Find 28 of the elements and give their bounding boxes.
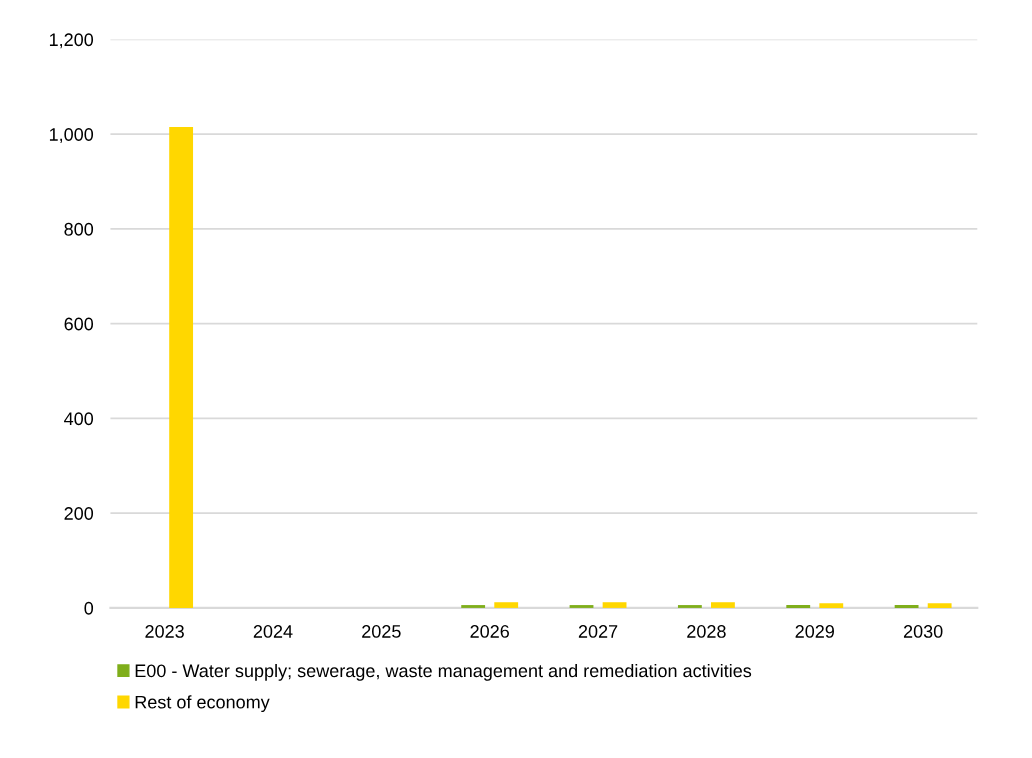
bar: [677, 605, 702, 608]
y-tick-label: 400: [64, 412, 94, 426]
bar: [711, 602, 735, 608]
y-tick-label: 1,000: [49, 128, 94, 144]
bar: [786, 605, 811, 608]
bar: [894, 605, 919, 608]
bar: [819, 603, 844, 608]
x-tick-label: 2025: [362, 625, 401, 638]
bar: [169, 127, 194, 608]
y-tick-label: 1,200: [49, 33, 94, 49]
y-tick-label: 0: [84, 601, 94, 615]
bar: [602, 602, 627, 608]
bar: [461, 605, 486, 608]
y-tick-label: 200: [64, 507, 94, 520]
x-tick-label: 2028: [687, 625, 726, 638]
x-tick-label: 2023: [145, 625, 184, 638]
bar: [569, 605, 594, 608]
y-tick-label: 600: [64, 317, 94, 331]
x-tick-label: 2030: [903, 625, 943, 638]
legend-label: Rest of economy: [135, 695, 270, 713]
x-tick-label: 2024: [253, 625, 293, 638]
x-tick-label: 2026: [470, 625, 509, 638]
bar: [494, 602, 519, 608]
bar: [927, 603, 952, 608]
x-tick-label: 2029: [795, 625, 834, 638]
x-tick-label: 2027: [578, 625, 618, 638]
y-tick-label: 800: [64, 222, 94, 236]
legend-label: E00 - Water supply; sewerage, waste management and remediation activities: [135, 663, 752, 681]
